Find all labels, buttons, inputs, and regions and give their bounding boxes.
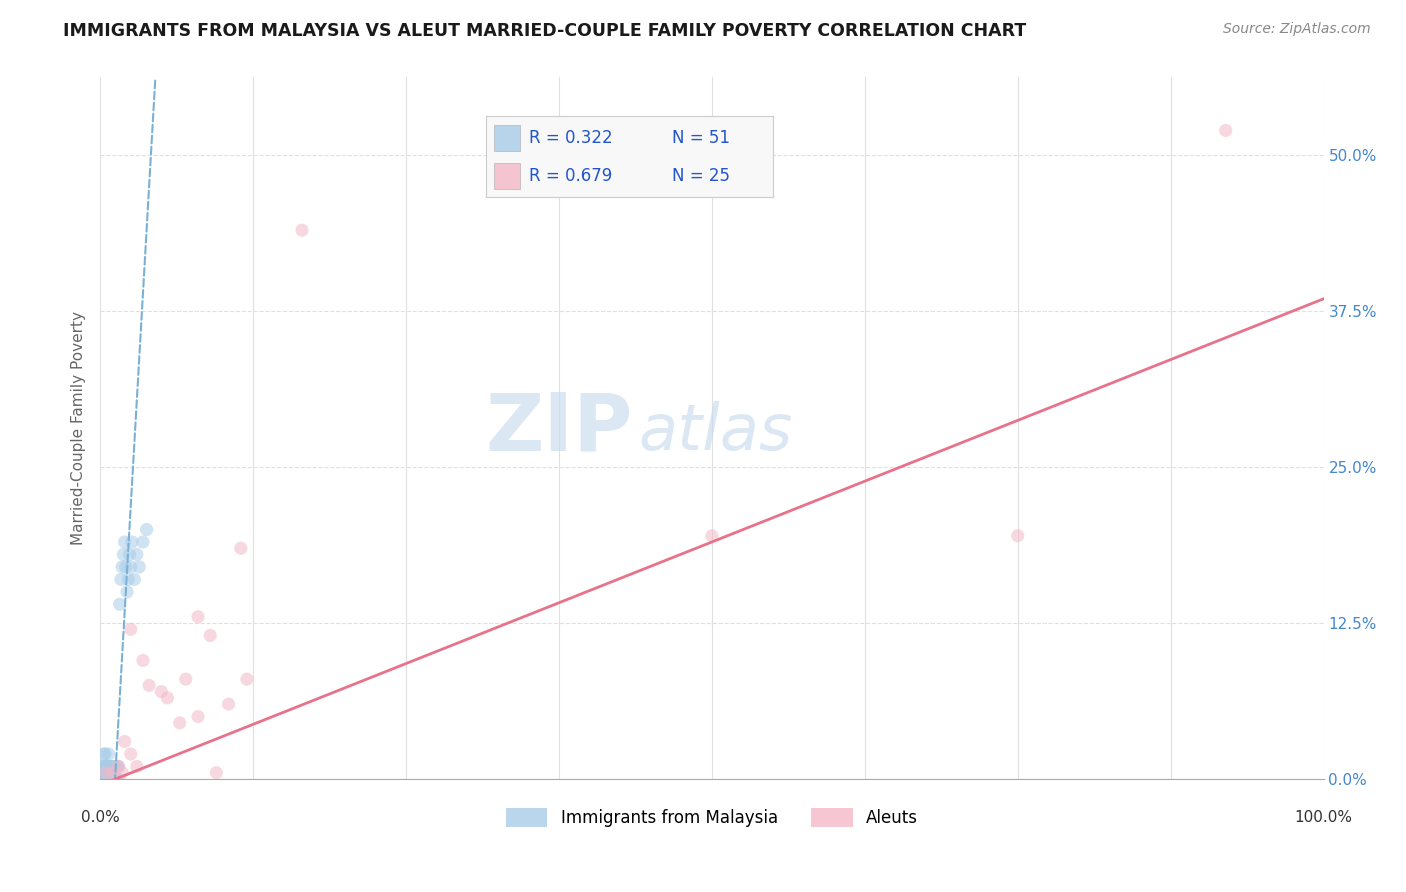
Point [104,759,127,773]
Point [111,765,134,780]
Text: ZIP: ZIP [485,389,633,467]
Point [90,759,112,773]
Point [135,523,157,537]
Point [101,772,124,786]
Point [111,560,134,574]
Point [91,772,114,786]
Legend: Immigrants from Malaysia, Aleuts: Immigrants from Malaysia, Aleuts [499,801,925,834]
Point [128,560,150,574]
Point [125,759,148,773]
Point [187,709,209,723]
Point [90,772,112,786]
Point [97,772,120,786]
Point [114,734,136,748]
Point [114,560,136,574]
Point [96,772,118,786]
Point [187,609,209,624]
Point [121,535,143,549]
Point [91,759,114,773]
Point [229,541,252,556]
Point [93,747,115,761]
Point [700,529,723,543]
Point [236,672,259,686]
Point [114,535,136,549]
Point [120,747,142,761]
Point [124,573,146,587]
Point [156,690,179,705]
Point [1007,529,1029,543]
Point [150,684,173,698]
Point [138,678,160,692]
Text: atlas: atlas [638,401,793,463]
Point [132,535,155,549]
Text: IMMIGRANTS FROM MALAYSIA VS ALEUT MARRIED-COUPLE FAMILY POVERTY CORRELATION CHAR: IMMIGRANTS FROM MALAYSIA VS ALEUT MARRIE… [63,22,1026,40]
Point [125,548,148,562]
Text: 0.0%: 0.0% [80,811,120,825]
Point [110,573,132,587]
Point [96,772,118,786]
Point [174,672,197,686]
Point [107,759,129,773]
Point [96,759,118,773]
Point [93,772,115,786]
Point [94,759,117,773]
Point [117,573,139,587]
Text: Source: ZipAtlas.com: Source: ZipAtlas.com [1223,22,1371,37]
Point [108,597,131,611]
Point [97,759,120,773]
Point [107,759,129,773]
Point [98,759,121,773]
Point [96,759,118,773]
Point [115,585,138,599]
Point [200,628,222,642]
Point [98,772,121,786]
Y-axis label: Married-Couple Family Poverty: Married-Couple Family Poverty [72,311,86,545]
Point [101,765,124,780]
Point [105,759,128,773]
Point [105,772,128,786]
Point [107,772,129,786]
Point [93,759,115,773]
Point [103,772,125,786]
Point [218,697,240,711]
Point [169,715,191,730]
Point [93,772,115,786]
Point [291,223,314,237]
Point [96,765,118,780]
Point [118,548,141,562]
Point [90,772,112,786]
Point [96,772,118,786]
Point [104,772,127,786]
Point [100,759,122,773]
Point [97,747,120,761]
Point [112,548,135,562]
Point [132,653,155,667]
Point [101,759,124,773]
Point [94,747,117,761]
Point [1215,123,1237,137]
Point [120,560,142,574]
Point [91,772,114,786]
Point [94,772,117,786]
Point [100,772,122,786]
Point [120,622,142,636]
Point [205,765,228,780]
Point [91,772,114,786]
Text: 100.0%: 100.0% [1295,811,1353,825]
